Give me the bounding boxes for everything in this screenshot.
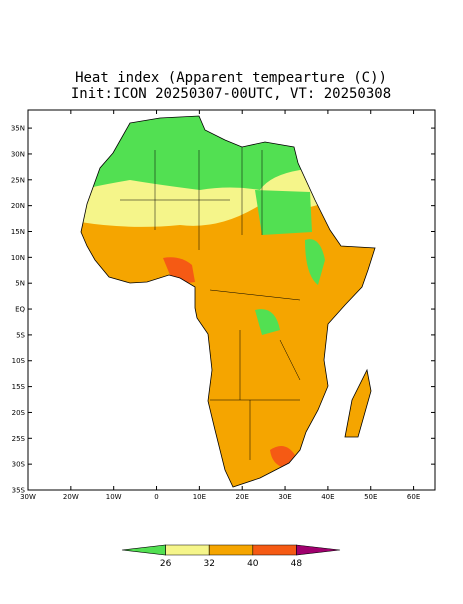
x-tick-label: 10E — [193, 493, 206, 501]
map-frame — [27, 109, 436, 491]
colorbar-label: 32 — [203, 559, 214, 569]
y-tick-label: 5N — [15, 280, 25, 288]
madagascar — [344, 368, 372, 438]
colorbar-swatch — [165, 544, 210, 556]
y-tick-label: 15S — [12, 383, 26, 391]
colorbar-label: 48 — [291, 559, 303, 569]
coastline — [80, 115, 376, 488]
y-tick-label: 10N — [11, 254, 25, 262]
y-tick-label: 20N — [11, 202, 25, 210]
map-title: Heat index (Apparent tempearture (C)) — [75, 70, 387, 86]
x-tick-label: 30W — [20, 493, 36, 501]
y-tick-label: EQ — [15, 306, 25, 314]
colorbar-label: 26 — [160, 559, 172, 569]
x-tick-label: 40E — [321, 493, 334, 501]
colorbar-label: 40 — [247, 559, 259, 569]
y-tick-label: 35S — [12, 487, 26, 495]
y-tick-label: 25S — [12, 435, 26, 443]
borders — [120, 147, 301, 460]
colorbar-swatch — [208, 544, 254, 556]
y-tick-label: 30S — [12, 461, 26, 469]
colorbar: 26 32 40 48 — [121, 544, 341, 569]
x-tick-label: 20E — [236, 493, 249, 501]
x-tick-label: 50E — [364, 493, 377, 501]
axes: 30W 20W 10W 0 10E 20E 30E 40E 50E 60E 35N 30N 25N 20N… — [11, 110, 435, 501]
x-tick-label: 60E — [407, 493, 420, 501]
x-tick-label: 20W — [63, 493, 79, 501]
y-tick-label: 5S — [16, 331, 25, 339]
x-tick-label: 30E — [278, 493, 291, 501]
y-tick-label: 35N — [11, 125, 25, 133]
x-tick-label: 10W — [106, 493, 122, 501]
map-subtitle: Init:ICON 20250307-00UTC, VT: 20250308 — [71, 86, 391, 102]
x-tick-label: 0 — [154, 493, 158, 501]
y-tick-label: 15N — [11, 228, 25, 236]
heat-field — [81, 116, 375, 487]
colorbar-swatch — [252, 544, 297, 556]
y-tick-label: 10S — [12, 357, 26, 365]
colorbar-swatch — [121, 544, 166, 556]
colorbar-swatch — [296, 544, 341, 556]
y-tick-label: 25N — [11, 176, 25, 184]
y-tick-label: 20S — [12, 409, 26, 417]
y-tick-label: 30N — [11, 150, 25, 158]
